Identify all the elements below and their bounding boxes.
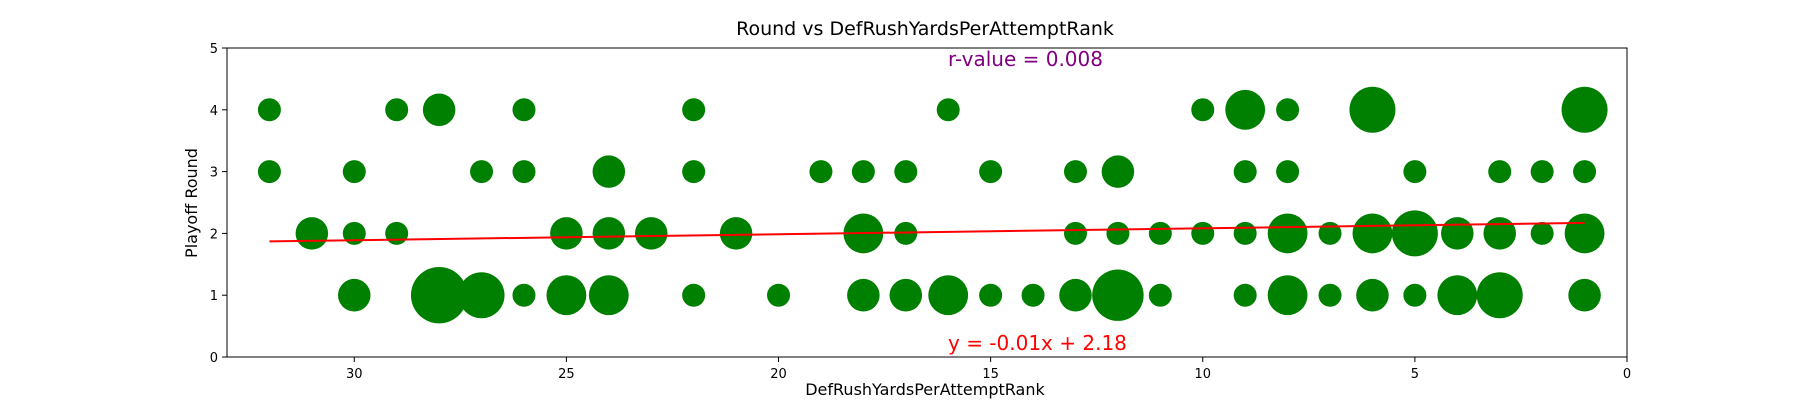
points-layer (257, 86, 1608, 324)
data-point (1063, 160, 1087, 184)
y-tick-label: 5 (210, 42, 218, 57)
data-point (257, 98, 281, 122)
data-point (342, 160, 366, 184)
data-point (1148, 221, 1172, 245)
data-point (767, 283, 791, 307)
data-point (410, 267, 468, 324)
data-point (1267, 213, 1308, 254)
data-point (295, 217, 329, 250)
data-point (936, 98, 960, 122)
data-point (1573, 160, 1597, 184)
x-axis-label: DefRushYardsPerAttemptRank (805, 380, 1045, 399)
data-point (1352, 213, 1393, 254)
y-tick-label: 0 (210, 351, 218, 366)
data-point (1437, 275, 1478, 316)
data-point (979, 160, 1003, 184)
data-point (928, 275, 969, 316)
data-point (1488, 160, 1512, 184)
data-point (422, 93, 456, 127)
data-point (1233, 283, 1257, 307)
y-tick-label: 4 (210, 104, 218, 119)
data-point (1267, 275, 1308, 316)
y-axis-label: Playoff Round (182, 148, 201, 258)
data-point (385, 98, 409, 122)
data-point (1564, 213, 1605, 254)
data-point (1106, 221, 1130, 245)
data-point (1191, 98, 1215, 122)
y-axis: 0 1 2 3 4 5 (210, 42, 227, 366)
data-point (682, 160, 706, 184)
data-point (1403, 160, 1427, 184)
data-point (1318, 221, 1342, 245)
data-point (546, 275, 587, 316)
y-tick-label: 2 (210, 227, 218, 242)
data-point (1233, 160, 1257, 184)
data-point (979, 283, 1003, 307)
data-point (1441, 217, 1474, 250)
data-point (1349, 86, 1396, 133)
data-point (550, 217, 583, 250)
x-tick-label: 25 (558, 367, 575, 382)
data-point (682, 283, 706, 307)
plot-frame (226, 47, 1628, 358)
x-tick-label: 15 (982, 367, 999, 382)
chart-title: Round vs DefRushYardsPerAttemptRank (736, 18, 1114, 40)
x-axis: 30 25 20 15 10 5 0 (346, 357, 1631, 382)
data-point (1403, 283, 1427, 307)
data-point (512, 160, 536, 184)
data-point (470, 160, 494, 184)
data-point (1225, 89, 1266, 130)
data-point (851, 160, 875, 184)
data-point (1191, 221, 1215, 245)
data-point (1148, 283, 1172, 307)
data-point (1276, 98, 1300, 122)
data-point (1233, 221, 1257, 245)
data-point (458, 272, 505, 319)
x-tick-label: 20 (770, 367, 787, 382)
data-point (342, 221, 366, 245)
data-point (1356, 278, 1389, 312)
data-point (592, 217, 626, 250)
data-point (257, 160, 281, 184)
data-point (385, 221, 409, 245)
regression-line (269, 221, 1585, 243)
data-point (1063, 221, 1087, 245)
data-point (1021, 283, 1045, 307)
data-point (809, 160, 833, 184)
x-tick-label: 5 (1411, 367, 1419, 382)
y-tick-label: 1 (210, 289, 218, 304)
data-point (634, 217, 668, 250)
data-point (1101, 155, 1135, 188)
data-point (1092, 269, 1144, 321)
data-point (1318, 283, 1342, 307)
data-point (1483, 217, 1516, 250)
x-tick-label: 10 (1194, 367, 1211, 382)
data-point (894, 160, 918, 184)
data-point (592, 155, 626, 188)
r-value-annotation: r-value = 0.008 (948, 47, 1103, 71)
data-point (588, 275, 629, 316)
data-point (512, 283, 536, 307)
data-point (512, 98, 536, 122)
data-point (1530, 221, 1554, 245)
data-point (889, 278, 923, 312)
data-point (1476, 272, 1523, 319)
x-tick-label: 0 (1623, 367, 1631, 382)
data-point (1530, 160, 1554, 184)
data-point (1059, 278, 1092, 312)
data-point (1276, 160, 1300, 184)
data-point (1561, 86, 1608, 133)
regression-equation: y = -0.01x + 2.18 (948, 331, 1127, 355)
x-tick-label: 30 (346, 367, 363, 382)
data-point (338, 278, 371, 312)
data-point (719, 217, 753, 250)
data-point (1568, 278, 1601, 312)
data-point (682, 98, 706, 122)
data-point (847, 278, 880, 312)
y-tick-label: 3 (210, 166, 218, 181)
data-point (1391, 210, 1438, 257)
